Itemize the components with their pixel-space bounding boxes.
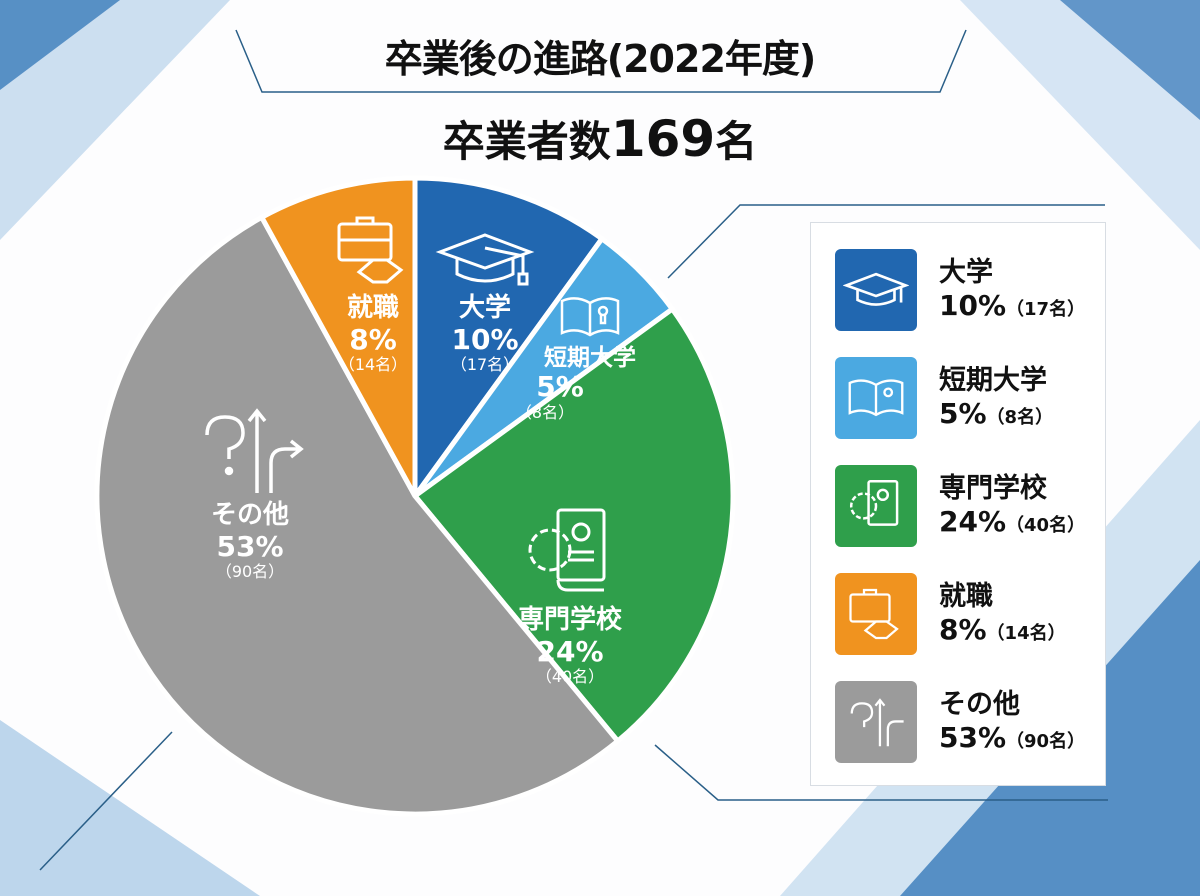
gear-book-icon [528,508,606,592]
graduate-count: 卒業者数169名 [0,108,1200,169]
question-arrow-icon [205,408,304,493]
slice-percent: 5% [536,370,584,404]
legend-label: 就職 [939,581,993,612]
legend-count: （40名） [1006,515,1086,537]
graduate-count-unit: 名 [715,117,758,166]
legend-label: 大学 [939,257,993,288]
legend-percent: 5% [939,397,987,431]
pie-slice-vocational [411,305,736,745]
legend-label: 専門学校 [939,473,1047,504]
slice-name: 就職 [346,293,399,323]
slice-name: 専門学校 [517,605,622,635]
graduate-count-label: 卒業者数 [442,117,611,166]
slice-label-other: その他 53% （90名） [180,405,320,581]
slice-name: 大学 [458,293,511,323]
legend: 大学 10%（17名） 短期大学 5%（8名） 専門学校 24%（40名） 就職 8%（… [810,222,1106,786]
slice-label-vocational: 専門学校 24% （40名） [490,500,650,686]
slice-percent: 10% [451,322,519,356]
slice-count: （17名） [450,355,520,375]
slice-name: 短期大学 [544,345,636,371]
slice-percent: 8% [349,322,397,356]
legend-count: （90名） [1006,731,1086,753]
pie-slice-university [412,175,606,504]
slice-label-university: 大学 10% （17名） [425,230,545,374]
briefcase-handshake-icon [337,216,404,284]
legend-percent: 53% [939,721,1007,755]
legend-count: （8名） [986,407,1054,429]
slice-label-employment: 就職 8% （14名） [318,212,428,374]
legend-count: （14名） [986,623,1066,645]
pie-slice-employment [258,175,418,498]
open-book-icon [835,357,917,439]
slice-percent: 24% [536,634,604,668]
slice-label-junior-college: 短期大学 5% （8名） [516,295,660,422]
graduation-cap-icon [835,249,917,331]
legend-item-university: 大学 10%（17名） [835,249,1085,331]
question-arrow-icon [835,681,917,763]
chart-title: 卒業後の進路(2022年度) [384,37,817,81]
legend-item-vocational: 専門学校 24%（40名） [835,465,1085,547]
legend-percent: 24% [939,505,1007,539]
slice-count: （14名） [338,355,408,375]
legend-item-other: その他 53%（90名） [835,681,1085,763]
legend-percent: 10% [939,289,1007,323]
slice-count: （40名） [535,667,605,687]
legend-item-junior-college: 短期大学 5%（8名） [835,357,1053,439]
slice-count: （8名） [515,402,575,422]
legend-percent: 8% [939,613,987,647]
slice-count: （90名） [215,562,285,582]
legend-count: （17名） [1006,299,1086,321]
graduate-count-number: 169 [610,110,716,168]
briefcase-handshake-icon [835,573,917,655]
graduation-cap-icon [435,233,535,286]
slice-percent: 53% [216,529,284,563]
pie-slice-other [94,213,622,817]
legend-label: その他 [939,689,1020,720]
gear-book-icon [835,465,917,547]
slice-name: その他 [210,500,289,530]
legend-item-employment: 就職 8%（14名） [835,573,1066,655]
legend-label: 短期大学 [939,365,1047,396]
open-book-icon [560,297,620,337]
